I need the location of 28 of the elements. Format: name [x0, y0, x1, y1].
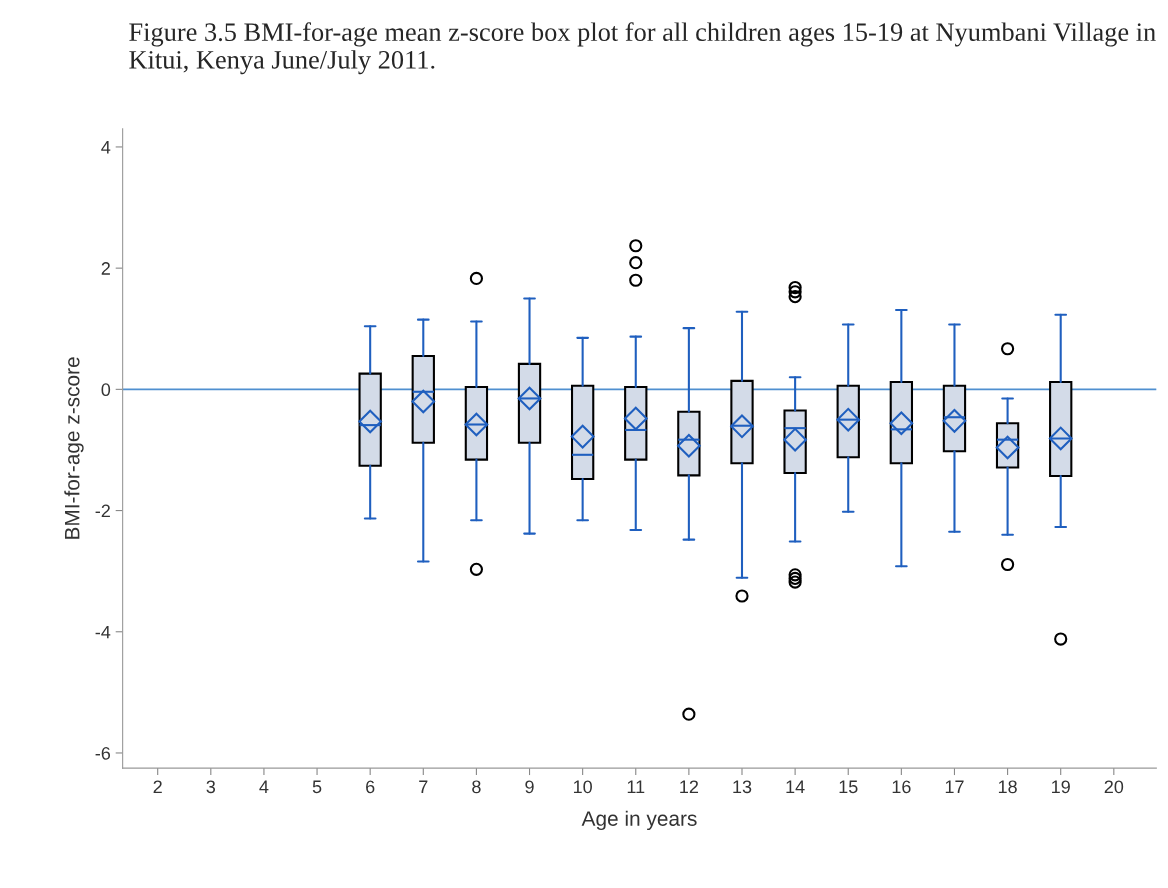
x-tick-label: 10 — [573, 780, 592, 794]
x-tick-label: 14 — [786, 780, 805, 794]
y-tick-label: 2 — [101, 262, 110, 275]
x-tick-label: 2 — [153, 780, 162, 794]
y-axis-title: BMI-for-age z-score — [64, 357, 84, 539]
x-tick-label: 19 — [1052, 780, 1070, 794]
x-tick-label: 11 — [627, 780, 645, 794]
x-tick-label: 17 — [945, 780, 964, 794]
x-tick-label: 15 — [839, 780, 858, 794]
x-tick-label: 16 — [892, 780, 911, 794]
chart-title: Figure 3.5 BMI-for-age mean z-score box plot for all children ages 15-19 at Nyumbani Village in Kitui, Kenya June/July 2011. — [129, 22, 1156, 75]
y-tick-label: 4 — [101, 141, 111, 154]
x-tick-label: 13 — [733, 780, 752, 794]
y-tick-label: 0 — [101, 383, 111, 397]
x-tick-label: 3 — [206, 780, 216, 794]
x-tick-label: 6 — [366, 780, 375, 794]
x-tick-label: 4 — [259, 780, 269, 794]
x-tick-label: 7 — [419, 780, 428, 794]
y-tick-label: -6 — [95, 746, 111, 760]
x-tick-label: 9 — [525, 780, 534, 794]
x-axis-title: Age in years — [581, 810, 697, 831]
x-tick-label: 8 — [472, 780, 481, 794]
y-tick-label: -2 — [95, 504, 110, 518]
x-tick-label: 5 — [312, 780, 322, 794]
x-tick-label: 20 — [1104, 780, 1124, 794]
x-tick-label: 12 — [680, 780, 699, 794]
y-tick-label: -4 — [95, 625, 111, 639]
x-tick-label: 18 — [998, 780, 1017, 794]
